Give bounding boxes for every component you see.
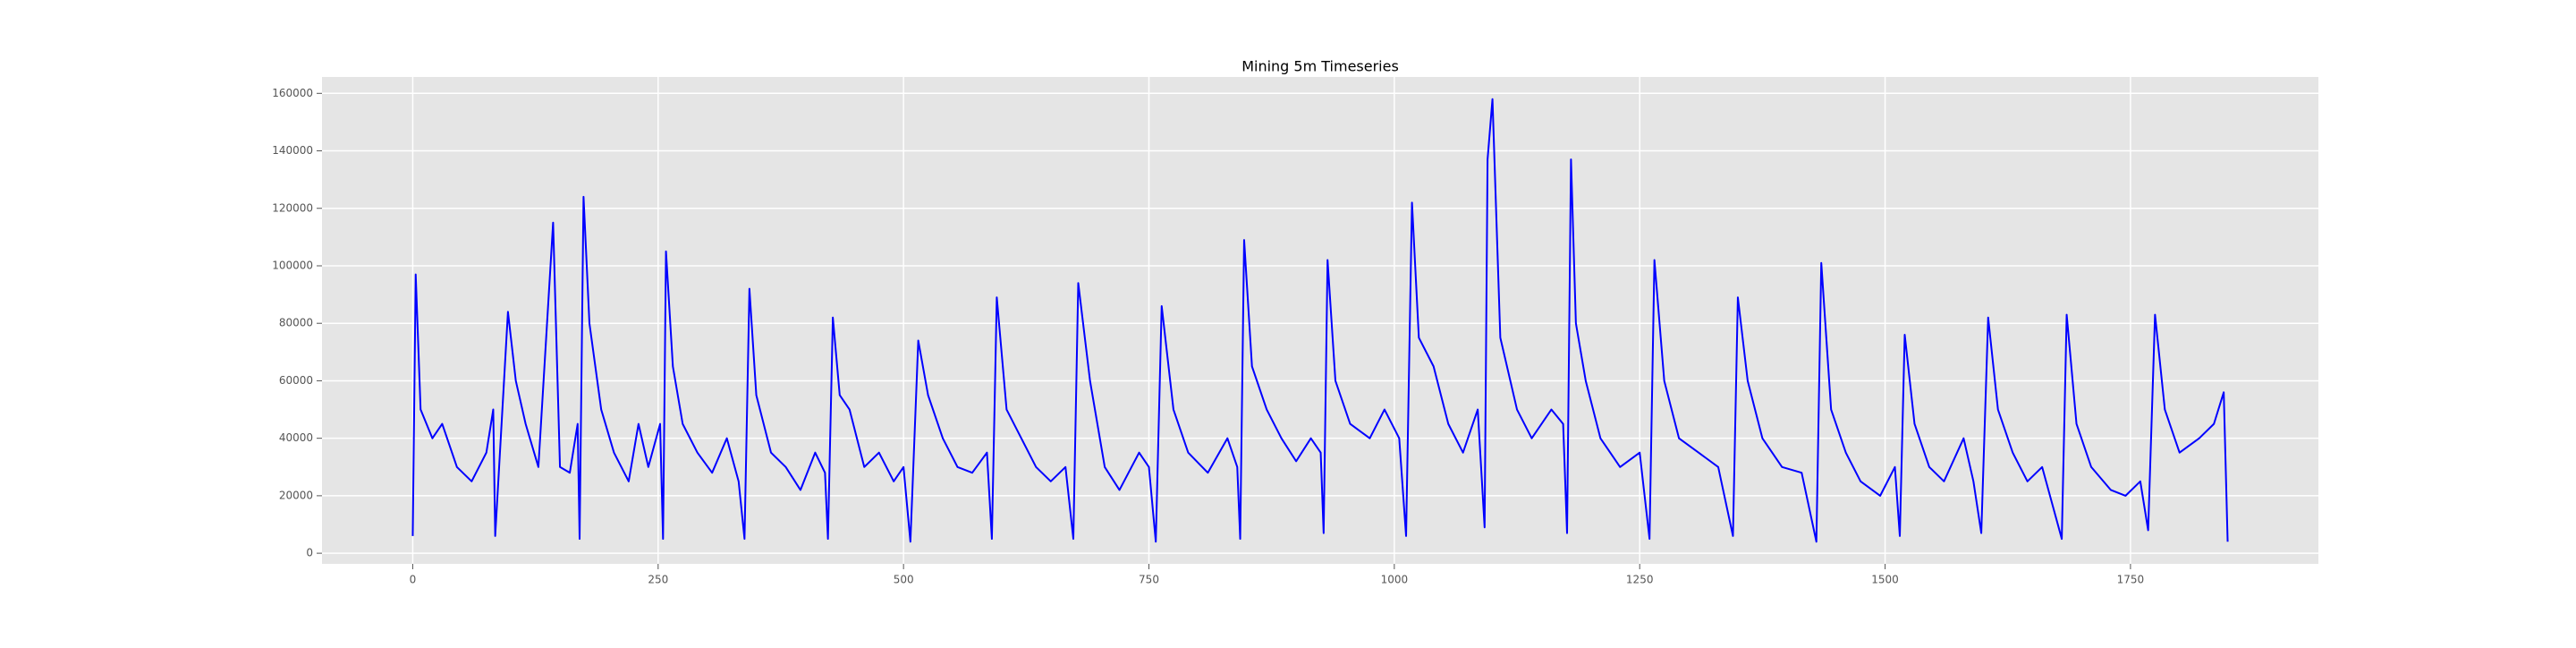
- x-tick-label: 1500: [1871, 574, 1899, 586]
- x-tick-label: 750: [1139, 574, 1159, 586]
- x-tick-label: 1250: [1626, 574, 1654, 586]
- y-tick-label: 160000: [272, 87, 313, 99]
- x-tick-label: 1750: [2117, 574, 2145, 586]
- x-tick-label: 500: [894, 574, 914, 586]
- y-tick-label: 80000: [279, 317, 313, 329]
- x-tick-label: 250: [648, 574, 668, 586]
- x-tick-label: 1000: [1381, 574, 1409, 586]
- x-tick-label: 0: [410, 574, 417, 586]
- y-tick-label: 140000: [272, 144, 313, 157]
- data-line: [411, 98, 2229, 543]
- y-tick-label: 40000: [279, 431, 313, 444]
- y-tick-label: 100000: [272, 259, 313, 271]
- y-tick-label: 120000: [272, 201, 313, 214]
- plot-area: [322, 77, 2318, 564]
- y-tick-label: 0: [306, 547, 313, 559]
- y-tick-label: 20000: [279, 489, 313, 501]
- y-tick-label: 60000: [279, 374, 313, 387]
- chart-title: Mining 5m Timeseries: [1241, 58, 1399, 75]
